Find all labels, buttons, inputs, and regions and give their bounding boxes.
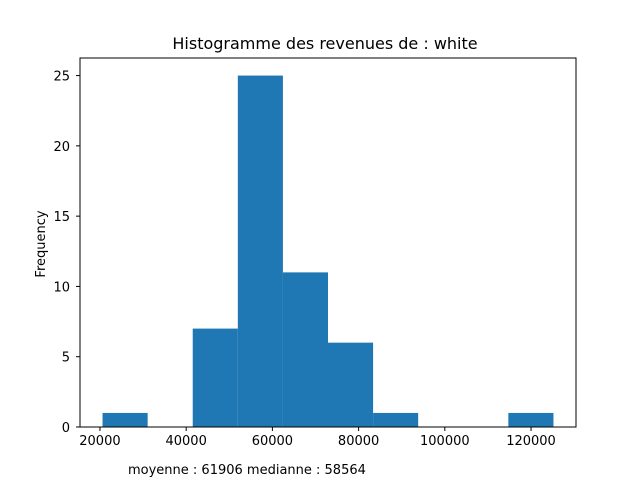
y-tick-label: 0 [62, 421, 70, 436]
y-tick-label: 20 [53, 140, 70, 155]
y-tick-label: 10 [53, 280, 70, 295]
histogram-bar-4 [282, 272, 328, 427]
histogram-bar-5 [328, 342, 374, 427]
y-axis-ticks: 0 5 10 15 20 25 [53, 70, 80, 436]
x-tick-label: 40000 [165, 434, 206, 449]
histogram-bar-6 [373, 412, 419, 427]
chart-title: Histogramme des revenues de : white [172, 34, 477, 53]
stats-footnote: moyenne : 61906 medianne : 58564 [128, 463, 366, 478]
bars-group [102, 75, 554, 428]
x-tick-label: 120000 [506, 434, 556, 449]
y-axis-label: Frequency [34, 210, 49, 277]
y-tick-label: 15 [53, 210, 70, 225]
x-tick-label: 20000 [79, 434, 120, 449]
histogram-bar-0 [102, 412, 148, 427]
x-tick-label: 100000 [420, 434, 470, 449]
plot-frame [79, 57, 577, 428]
histogram-bar-3 [237, 75, 283, 428]
y-tick-label: 25 [53, 70, 70, 85]
x-tick-label: 60000 [252, 434, 293, 449]
y-tick-label: 5 [62, 351, 70, 366]
x-axis-ticks: 20000 40000 60000 80000 100000 120000 [79, 427, 556, 449]
histogram-bar-9 [508, 412, 554, 427]
histogram-bar-2 [192, 328, 238, 427]
x-tick-label: 80000 [338, 434, 379, 449]
